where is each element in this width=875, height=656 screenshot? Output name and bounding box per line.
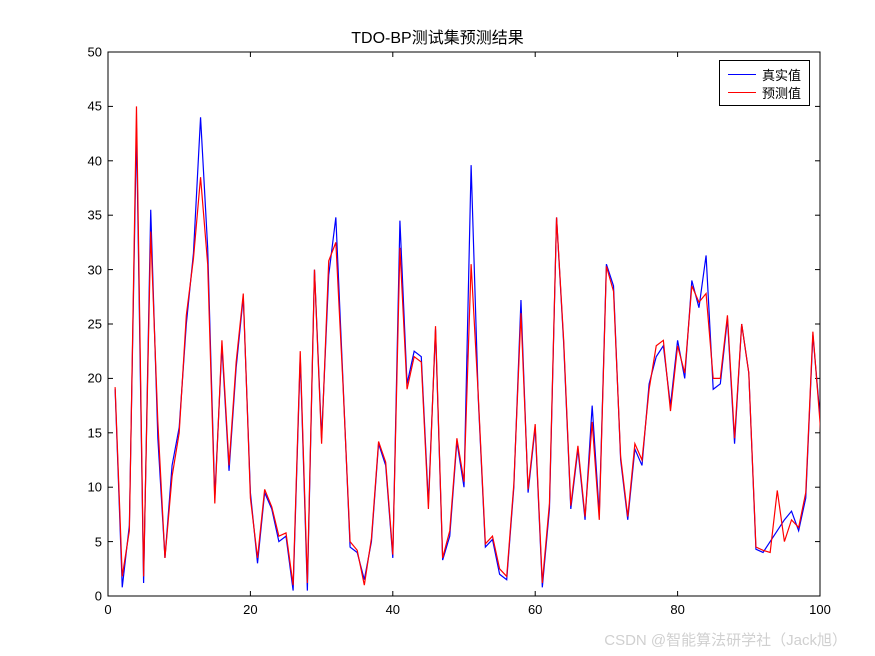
x-tick-label: 0	[104, 602, 111, 617]
y-tick-label: 20	[78, 371, 102, 386]
y-tick-label: 25	[78, 317, 102, 332]
y-tick-label: 40	[78, 153, 102, 168]
legend-item: 预测值	[728, 83, 801, 101]
x-tick-label: 40	[386, 602, 400, 617]
legend-label: 真实值	[762, 65, 801, 84]
y-tick-label: 45	[78, 99, 102, 114]
legend-item: 真实值	[728, 65, 801, 83]
x-tick-label: 100	[809, 602, 831, 617]
y-tick-label: 5	[78, 534, 102, 549]
y-tick-label: 15	[78, 425, 102, 440]
x-tick-label: 80	[670, 602, 684, 617]
legend-label: 预测值	[762, 83, 801, 102]
x-tick-label: 60	[528, 602, 542, 617]
legend: 真实值预测值	[719, 60, 810, 106]
y-tick-label: 30	[78, 262, 102, 277]
y-tick-label: 10	[78, 480, 102, 495]
y-tick-label: 0	[78, 589, 102, 604]
x-tick-label: 20	[243, 602, 257, 617]
y-tick-label: 50	[78, 45, 102, 60]
y-tick-label: 35	[78, 208, 102, 223]
legend-swatch	[728, 92, 756, 93]
legend-swatch	[728, 74, 756, 75]
chart-container: TDO-BP测试集预测结果 020406080100 0510152025303…	[0, 0, 875, 656]
watermark: CSDN @智能算法研学社（Jack旭）	[604, 629, 847, 650]
